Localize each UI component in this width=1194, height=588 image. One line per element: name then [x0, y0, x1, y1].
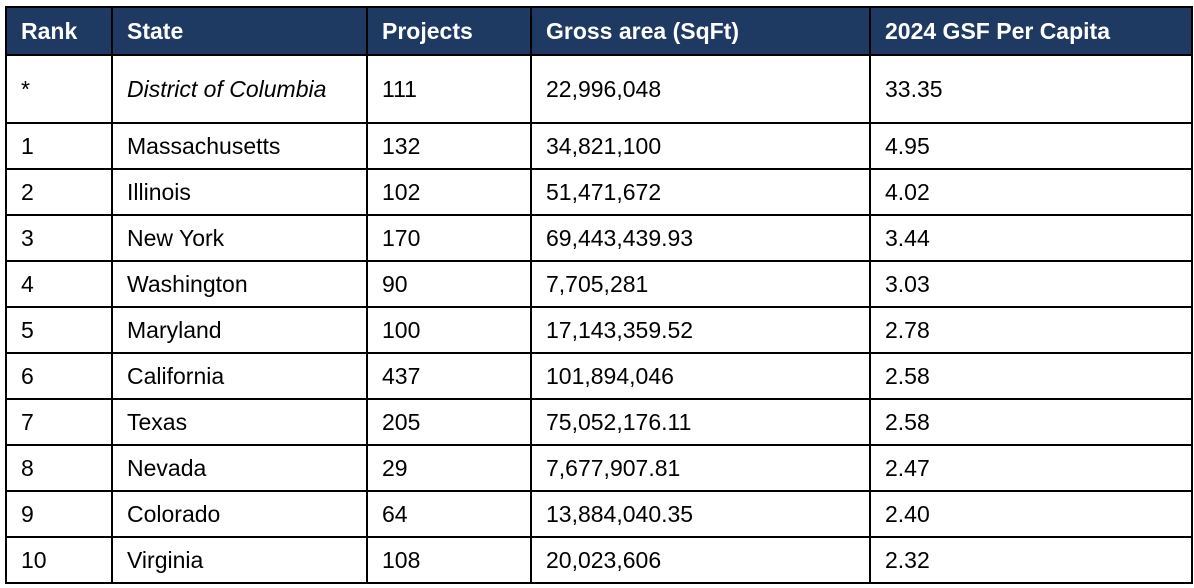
projects-cell: 102	[366, 168, 532, 216]
state-cell: Illinois	[111, 168, 368, 216]
table-row: 1 Massachusetts 132 34,821,100 4.95	[5, 122, 1193, 170]
gross-area-cell: 51,471,672	[530, 168, 871, 216]
state-cell: Virginia	[111, 536, 368, 584]
per-capita-cell: 33.35	[869, 54, 1193, 124]
per-capita-cell: 2.32	[869, 536, 1193, 584]
per-capita-cell: 3.44	[869, 214, 1193, 262]
table-row: 2 Illinois 102 51,471,672 4.02	[5, 168, 1193, 216]
table-row: 8 Nevada 29 7,677,907.81 2.47	[5, 444, 1193, 492]
projects-cell: 437	[366, 352, 532, 400]
rank-cell: 7	[5, 398, 113, 446]
rank-cell: 4	[5, 260, 113, 308]
table-row: * District of Columbia 111 22,996,048 33.35	[5, 54, 1193, 124]
gross-area-cell: 34,821,100	[530, 122, 871, 170]
projects-cell: 29	[366, 444, 532, 492]
gross-area-cell: 7,705,281	[530, 260, 871, 308]
state-cell: New York	[111, 214, 368, 262]
rank-cell: 3	[5, 214, 113, 262]
gross-area-cell: 13,884,040.35	[530, 490, 871, 538]
table-row: 4 Washington 90 7,705,281 3.03	[5, 260, 1193, 308]
state-ranking-table: Rank State Projects Gross area (SqFt) 20…	[5, 6, 1193, 584]
per-capita-cell: 2.47	[869, 444, 1193, 492]
state-cell: Colorado	[111, 490, 368, 538]
projects-cell: 111	[366, 54, 532, 124]
state-cell: Massachusetts	[111, 122, 368, 170]
state-cell: District of Columbia	[111, 54, 368, 124]
table-row: 3 New York 170 69,443,439.93 3.44	[5, 214, 1193, 262]
gross-area-cell: 7,677,907.81	[530, 444, 871, 492]
rank-cell: *	[5, 54, 113, 124]
projects-cell: 205	[366, 398, 532, 446]
gross-area-cell: 20,023,606	[530, 536, 871, 584]
state-cell: Nevada	[111, 444, 368, 492]
projects-cell: 100	[366, 306, 532, 354]
table-row: 7 Texas 205 75,052,176.11 2.58	[5, 398, 1193, 446]
per-capita-cell: 3.03	[869, 260, 1193, 308]
gross-area-cell: 101,894,046	[530, 352, 871, 400]
projects-cell: 108	[366, 536, 532, 584]
rank-cell: 9	[5, 490, 113, 538]
state-cell: Washington	[111, 260, 368, 308]
projects-cell: 64	[366, 490, 532, 538]
per-capita-cell: 4.95	[869, 122, 1193, 170]
per-capita-cell: 2.58	[869, 398, 1193, 446]
rank-cell: 2	[5, 168, 113, 216]
table-row: 6 California 437 101,894,046 2.58	[5, 352, 1193, 400]
gross-area-cell: 22,996,048	[530, 54, 871, 124]
gross-area-cell: 69,443,439.93	[530, 214, 871, 262]
projects-cell: 170	[366, 214, 532, 262]
gross-area-cell: 75,052,176.11	[530, 398, 871, 446]
state-cell: California	[111, 352, 368, 400]
rank-cell: 10	[5, 536, 113, 584]
projects-cell: 90	[366, 260, 532, 308]
header-per-capita: 2024 GSF Per Capita	[869, 6, 1193, 56]
per-capita-cell: 2.40	[869, 490, 1193, 538]
header-state: State	[111, 6, 368, 56]
projects-cell: 132	[366, 122, 532, 170]
header-row: Rank State Projects Gross area (SqFt) 20…	[5, 6, 1193, 56]
rank-cell: 1	[5, 122, 113, 170]
per-capita-cell: 2.78	[869, 306, 1193, 354]
state-cell: Maryland	[111, 306, 368, 354]
header-projects: Projects	[366, 6, 532, 56]
state-cell: Texas	[111, 398, 368, 446]
header-rank: Rank	[5, 6, 113, 56]
header-gross-area: Gross area (SqFt)	[530, 6, 871, 56]
gross-area-cell: 17,143,359.52	[530, 306, 871, 354]
rank-cell: 5	[5, 306, 113, 354]
rank-cell: 8	[5, 444, 113, 492]
rank-cell: 6	[5, 352, 113, 400]
table-row: 9 Colorado 64 13,884,040.35 2.40	[5, 490, 1193, 538]
per-capita-cell: 2.58	[869, 352, 1193, 400]
per-capita-cell: 4.02	[869, 168, 1193, 216]
table-row: 10 Virginia 108 20,023,606 2.32	[5, 536, 1193, 584]
table-row: 5 Maryland 100 17,143,359.52 2.78	[5, 306, 1193, 354]
